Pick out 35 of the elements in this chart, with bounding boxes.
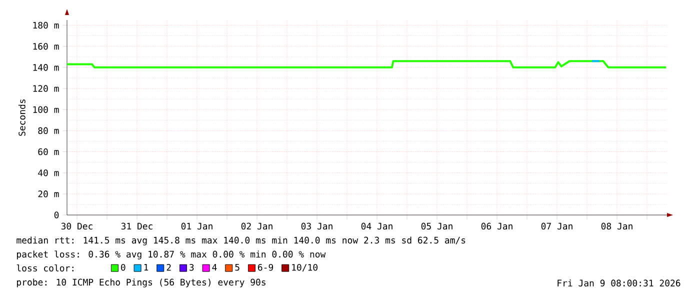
- y-tick-label: 60 m: [38, 148, 59, 156]
- line-series: [67, 60, 668, 68]
- legend-label: 6-9: [258, 264, 274, 271]
- y-tick-label: 120 m: [33, 85, 59, 92]
- y-axis-title: Seconds: [18, 99, 26, 136]
- text: packet loss: 0.36 % avg 10.87 % max 0.00 % min 0.00 % now: [17, 250, 326, 260]
- y-tick-label: 80 m: [38, 127, 59, 134]
- y-tick-label: 160 m: [33, 42, 59, 50]
- text: Fri Jan 9 08:00:31 2026: [558, 280, 680, 286]
- x-tick-label: 01 Jan: [181, 222, 212, 230]
- x-tick-label: 08 Jan: [601, 222, 632, 230]
- x-tick-label: 03 Jan: [301, 222, 332, 230]
- legend-label: 10/10: [292, 264, 318, 272]
- y-tick-label: 40 m: [38, 169, 59, 176]
- legend-label: 2: [166, 264, 171, 271]
- legend-label: 1: [144, 264, 148, 271]
- legend-label: 3: [190, 264, 194, 271]
- legend-label: 0: [121, 264, 126, 271]
- x-tick-label: 05 Jan: [421, 222, 452, 230]
- text: median rtt: 141.5 ms avg 145.8 ms max 140.0 ms min 140.0 ms now 2.3 ms sd 62.5 am/s: [16, 236, 466, 246]
- legend-label: 4: [212, 264, 217, 271]
- y-tick-label: 20 m: [38, 190, 59, 198]
- y-tick-label: 100 m: [33, 106, 59, 113]
- text: probe: 10 ICMP Echo Pings (56 Bytes) every 90s: [17, 278, 266, 288]
- legend-label: 5: [235, 264, 240, 271]
- x-tick-label: 07 Jan: [541, 222, 572, 230]
- x-tick-label: 31 Dec: [121, 222, 152, 230]
- y-tick-label: 180 m: [33, 22, 59, 29]
- x-tick-label: 02 Jan: [241, 222, 272, 230]
- y-tick-label: 140 m: [33, 64, 59, 71]
- x-tick-label: 04 Jan: [361, 222, 392, 230]
- y-tick-label: 0: [54, 212, 59, 218]
- x-tick-label: 30 Dec: [61, 222, 92, 230]
- x-tick-label: 06 Jan: [481, 222, 512, 230]
- legend-title: loss color:: [16, 264, 74, 272]
